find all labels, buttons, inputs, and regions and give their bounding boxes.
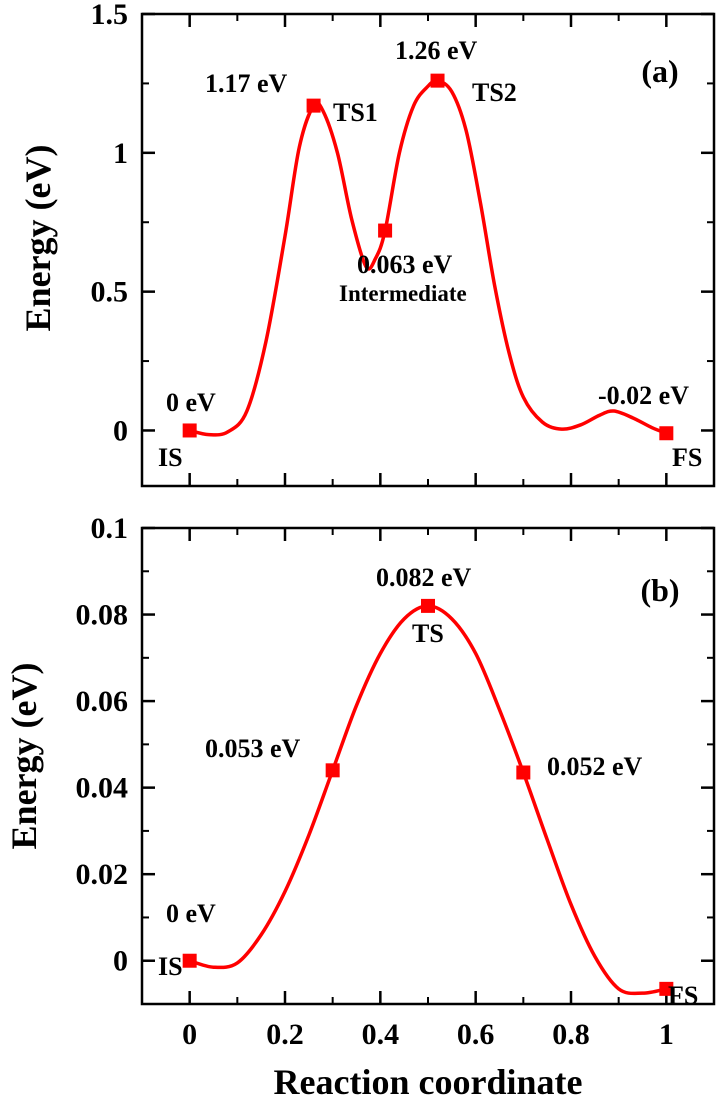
x-tick-label: 0.6 [457, 1018, 495, 1051]
y-tick-label: 1 [113, 137, 128, 170]
energy-curve-b [189, 604, 667, 996]
data-point-marker [378, 223, 393, 238]
y-tick-label: 0.1 [91, 512, 129, 545]
y-tick-label: 1.5 [91, 0, 129, 31]
y-tick-label: 0.06 [76, 685, 129, 718]
label-intermediate-energy-a: 0.063 eV [357, 250, 453, 279]
label-mid2-energy-b: 0.052 eV [547, 752, 643, 781]
label-FS-b: FS [668, 981, 698, 1010]
x-axis-title: Reaction coordinate [274, 1062, 583, 1102]
label-IS-a: IS [158, 443, 183, 472]
label-intermediate-a: Intermediate [339, 281, 467, 306]
label-FS-a: FS [672, 443, 702, 472]
y-tick-label: 0.04 [76, 772, 129, 805]
x-tick-labels-b: 0 0.2 0.4 0.6 0.8 1 [182, 1018, 674, 1051]
x-tick-label: 0.4 [362, 1018, 400, 1051]
x-tick-label: 0 [182, 1018, 197, 1051]
label-TS2-a: TS2 [472, 78, 517, 107]
label-mid1-energy-b: 0.053 eV [205, 734, 301, 763]
y-tick-label: 0 [113, 414, 128, 447]
x-tick-label: 1 [659, 1018, 674, 1051]
y-tick-labels-b: 0 0.02 0.04 0.06 0.08 0.1 [76, 512, 129, 978]
x-tick-label: 0.8 [552, 1018, 590, 1051]
label-TS-b: TS [412, 619, 444, 648]
panel-b: 0 0.02 0.04 0.06 0.08 0.1 0 0.2 0.4 0.6 0.8 1 Ener… [4, 512, 716, 1102]
data-point-marker [421, 598, 435, 613]
panel-a: 0 0.5 1 1.5 Energy (eV) (a) 0 eV IS 1.17 eV… [18, 0, 716, 488]
label-FS-energy-a: -0.02 eV [598, 381, 689, 410]
label-TS2-energy-a: 1.26 eV [395, 36, 478, 65]
data-point-marker [659, 426, 674, 441]
y-tick-label: 0.5 [91, 276, 129, 309]
y-tick-labels-a: 0 0.5 1 1.5 [91, 0, 129, 447]
axis-ticks-a [141, 12, 715, 486]
data-point-marker [182, 423, 197, 438]
x-tick-label: 0.2 [266, 1018, 304, 1051]
panel-label-b: (b) [640, 572, 679, 608]
y-axis-title-b: Energy (eV) [4, 663, 44, 850]
data-point-marker [306, 98, 321, 113]
y-axis-title-a: Energy (eV) [18, 145, 58, 332]
axis-ticks-b [141, 526, 715, 1005]
markers-a [182, 73, 674, 441]
label-IS-b: IS [158, 952, 183, 981]
label-TS-energy-b: 0.082 eV [376, 563, 472, 592]
label-TS1-a: TS1 [333, 98, 378, 127]
label-IS-energy-a: 0 eV [166, 388, 216, 417]
data-point-marker [430, 73, 445, 88]
y-tick-label: 0.02 [76, 858, 129, 891]
markers-b [182, 598, 674, 996]
data-point-marker [659, 981, 674, 996]
data-point-marker [516, 765, 531, 780]
label-IS-energy-b: 0 eV [166, 899, 216, 928]
data-point-marker [325, 763, 340, 778]
energy-curve-a [189, 78, 667, 437]
y-tick-label: 0 [113, 945, 128, 978]
y-tick-label: 0.08 [76, 599, 129, 632]
data-point-marker [182, 953, 197, 968]
label-TS1-energy-a: 1.17 eV [205, 69, 288, 98]
panel-label-a: (a) [641, 53, 678, 89]
